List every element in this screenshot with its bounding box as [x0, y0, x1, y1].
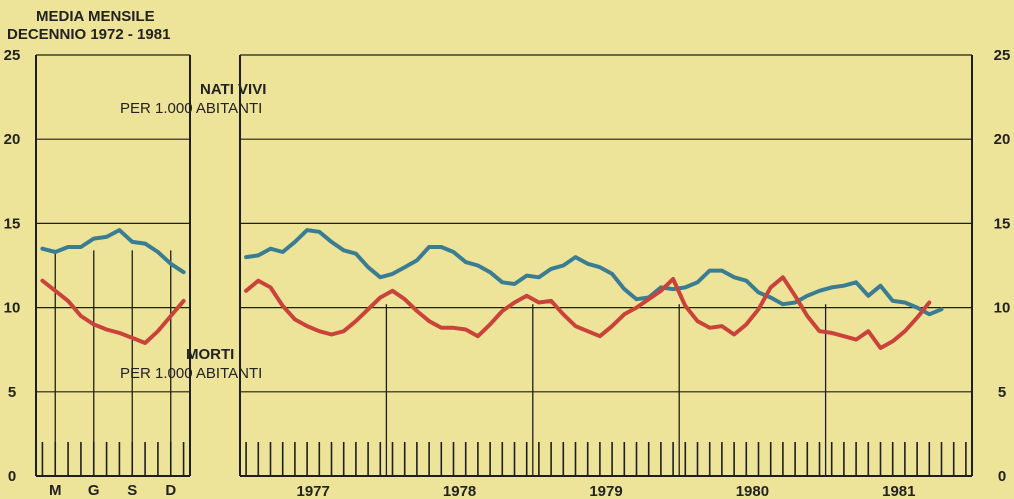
y-tick-label-right: 25: [994, 47, 1011, 64]
morti-sublabel: PER 1.000 ABITANTI: [120, 365, 262, 382]
y-tick-label-right: 20: [994, 131, 1011, 148]
nati-vivi-line-left: [40, 228, 186, 275]
chart-labels: M G S D 1977 1978 1979 1980 1981 0 0 5 5 10 10 15 15 20 20…: [4, 47, 1011, 499]
panel-title-line2: DECENNIO 1972 - 1981: [7, 26, 170, 43]
nati-vivi-sublabel: PER 1.000 ABITANTI: [120, 100, 262, 117]
morti-line-left: [40, 278, 186, 345]
year-label: 1980: [736, 483, 769, 499]
year-label: 1977: [297, 483, 330, 499]
month-label: M: [49, 482, 62, 499]
y-tick-label-right: 0: [998, 468, 1006, 485]
y-tick-label-left: 20: [4, 131, 21, 148]
y-tick-label-right: 10: [994, 300, 1011, 317]
panel-frames: [35, 55, 973, 477]
x-tick-marks: [41, 250, 967, 476]
month-label: S: [127, 482, 137, 499]
month-label: D: [165, 482, 176, 499]
month-label: G: [88, 482, 100, 499]
nati-vivi-line-right: [244, 228, 944, 317]
y-tick-label-right: 15: [994, 215, 1011, 232]
year-label: 1981: [882, 483, 915, 499]
y-tick-label-left: 25: [4, 47, 21, 64]
year-label: 1979: [589, 483, 622, 499]
y-tick-label-left: 10: [4, 300, 21, 317]
nati-vivi-label: NATI VIVI: [200, 81, 266, 98]
y-tick-label-right: 5: [998, 384, 1006, 401]
morti-line-right: [244, 275, 932, 350]
series-lines: [40, 228, 944, 350]
grid: [36, 54, 972, 393]
year-label: 1978: [443, 483, 476, 499]
y-tick-label-left: 5: [8, 384, 16, 401]
y-tick-label-left: 0: [8, 468, 16, 485]
y-tick-label-left: 15: [4, 215, 21, 232]
morti-label: MORTI: [186, 346, 234, 363]
panel-title-line1: MEDIA MENSILE: [36, 8, 155, 25]
